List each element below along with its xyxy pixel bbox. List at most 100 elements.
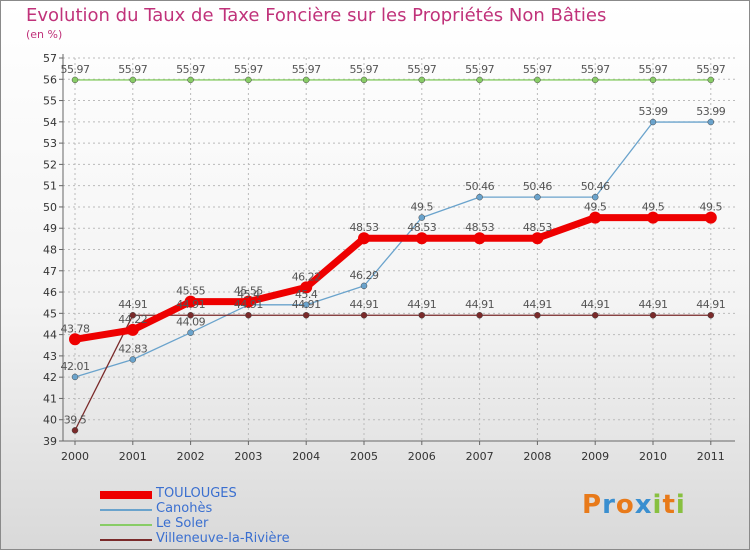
y-tick-label: 42 <box>43 371 57 384</box>
data-label: 44.91 <box>350 298 379 311</box>
data-point <box>360 311 368 319</box>
data-point <box>476 76 483 84</box>
y-tick-label: 57 <box>43 52 57 65</box>
data-point <box>591 311 599 319</box>
y-tick-label: 44 <box>43 329 57 342</box>
x-tick-label: 2008 <box>523 450 551 463</box>
data-point <box>245 311 252 319</box>
data-label: 50.46 <box>465 180 494 193</box>
data-label: 44.91 <box>118 298 147 311</box>
data-point <box>707 311 715 319</box>
data-label: 43.78 <box>61 322 90 335</box>
y-tick-label: 46 <box>43 286 57 299</box>
y-tick-label: 39 <box>43 435 57 448</box>
y-tick-label: 47 <box>43 265 57 278</box>
data-label: 55.97 <box>234 63 263 76</box>
data-point <box>187 329 194 336</box>
x-tick-label: 2006 <box>408 450 436 463</box>
data-label: 45.55 <box>234 285 263 298</box>
data-label: 44.91 <box>696 298 725 311</box>
data-label: 55.97 <box>465 63 494 76</box>
data-point <box>69 333 81 346</box>
data-point <box>649 76 657 84</box>
data-label: 45.4 <box>237 288 260 301</box>
x-tick-label: 2000 <box>61 450 89 463</box>
y-tick-label: 53 <box>43 137 57 150</box>
logo-letter: i <box>652 490 663 520</box>
y-tick-label: 54 <box>43 116 57 129</box>
logo-letter: r <box>602 490 616 520</box>
logo-letter: x <box>634 490 653 520</box>
data-label: 42.83 <box>118 343 147 356</box>
y-tick-label: 52 <box>43 158 57 171</box>
data-label: 49.5 <box>584 201 607 214</box>
legend-label-villeneuve: Villeneuve-la-Rivière <box>156 531 290 546</box>
x-tick-label: 2011 <box>697 450 725 463</box>
data-label: 55.97 <box>523 63 552 76</box>
data-point <box>418 214 426 221</box>
data-point <box>71 76 79 84</box>
data-point <box>360 282 368 290</box>
data-label: 49.5 <box>700 201 723 214</box>
legend-label-toulouges: TOULOUGES <box>156 486 237 501</box>
logo-letter: P <box>582 490 603 520</box>
y-tick-label: 49 <box>43 222 57 235</box>
x-tick-label: 2010 <box>639 450 667 463</box>
chart-subtitle: (en %) <box>26 28 63 41</box>
data-label: 55.97 <box>407 63 436 76</box>
data-label: 44.22 <box>118 313 147 326</box>
data-point <box>71 427 79 434</box>
data-label: 55.97 <box>292 63 321 76</box>
data-label: 44.91 <box>465 298 494 311</box>
data-label: 49.5 <box>411 201 434 214</box>
x-tick-label: 2007 <box>466 450 494 463</box>
data-label: 55.97 <box>176 63 205 76</box>
y-tick-label: 50 <box>43 201 57 214</box>
data-label: 45.55 <box>176 285 205 298</box>
data-point <box>418 311 426 319</box>
x-tick-label: 2004 <box>292 450 320 463</box>
data-point <box>591 76 599 84</box>
data-point <box>415 232 428 245</box>
x-tick-label: 2001 <box>119 450 147 463</box>
logo-letter: t <box>662 490 676 520</box>
data-point <box>300 281 313 294</box>
series-line <box>74 214 711 343</box>
data-point <box>129 356 137 363</box>
legend-swatch-toulouges <box>100 491 152 499</box>
data-label: 55.97 <box>118 63 147 76</box>
proxiti-logo: Proxiti <box>582 490 686 520</box>
data-label: 48.53 <box>465 221 494 234</box>
data-label: 44.09 <box>176 316 205 329</box>
data-label: 53.99 <box>696 105 725 118</box>
data-label: 45.4 <box>295 288 318 301</box>
y-tick-label: 55 <box>43 95 57 108</box>
data-point <box>358 232 370 245</box>
x-tick-label: 2009 <box>581 450 609 463</box>
data-label: 55.97 <box>696 63 725 76</box>
data-point <box>129 311 137 319</box>
legend-label-le-soler: Le Soler <box>156 516 209 531</box>
data-point <box>129 76 137 84</box>
data-label: 55.97 <box>581 63 610 76</box>
chart-title: Evolution du Taux de Taxe Foncière sur l… <box>26 5 607 26</box>
data-point <box>302 76 310 84</box>
data-point <box>71 373 79 381</box>
legend-swatch-canohes <box>100 509 152 511</box>
y-tick-label: 48 <box>43 244 57 257</box>
data-point <box>418 76 426 84</box>
data-label: 46.22 <box>292 270 321 283</box>
data-label: 55.97 <box>350 63 379 76</box>
data-point <box>591 193 599 201</box>
data-point <box>360 76 368 84</box>
y-tick-label: 45 <box>43 307 57 320</box>
y-tick-label: 51 <box>43 180 57 193</box>
series-line <box>74 121 711 378</box>
data-point <box>187 311 194 319</box>
data-label: 44.91 <box>581 298 610 311</box>
data-point <box>126 323 139 336</box>
logo-letter: o <box>615 490 635 520</box>
data-point <box>534 76 541 84</box>
